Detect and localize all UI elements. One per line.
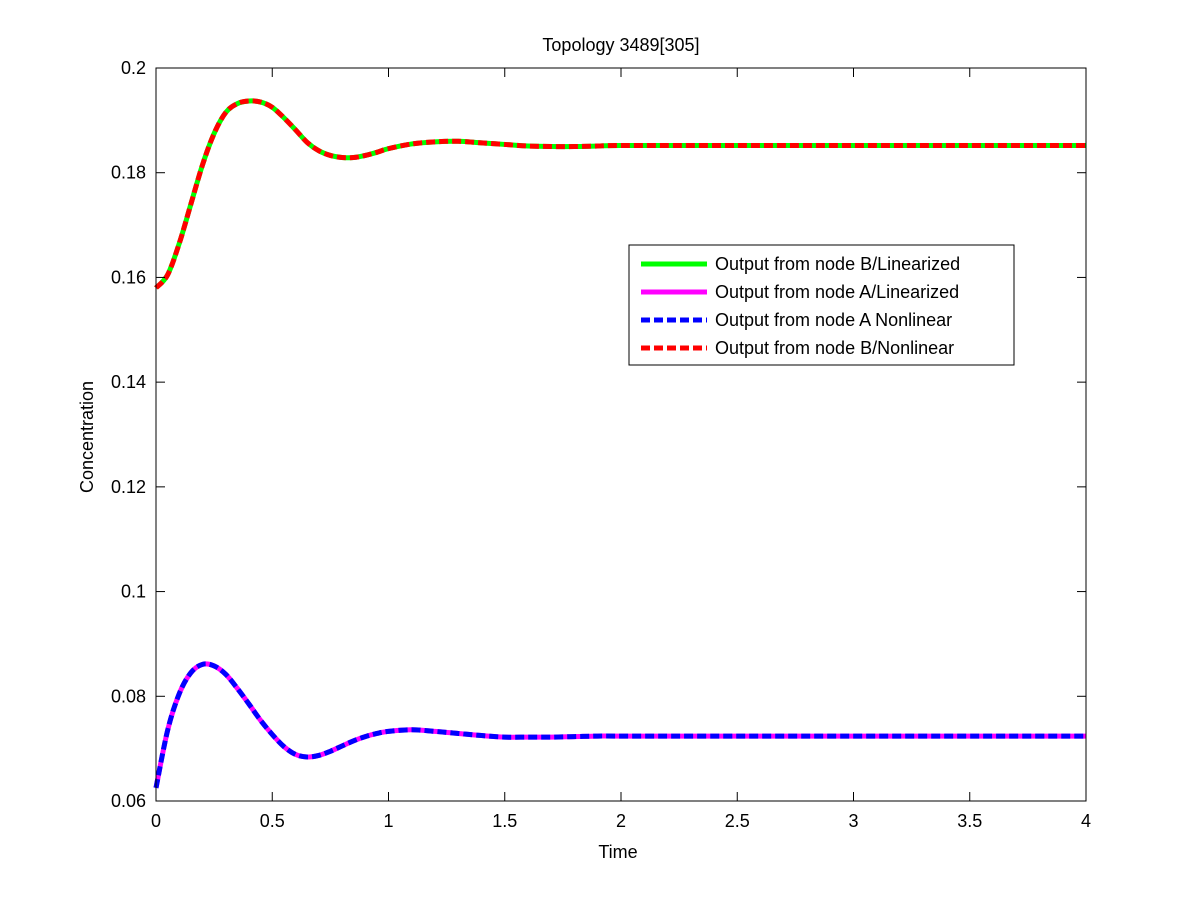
y-tick-label: 0.1 bbox=[121, 582, 146, 602]
plot-area bbox=[156, 68, 1086, 801]
chart-title: Topology 3489[305] bbox=[542, 35, 699, 55]
x-tick-label: 2 bbox=[616, 811, 626, 831]
y-tick-label: 0.08 bbox=[111, 686, 146, 706]
x-tick-label: 4 bbox=[1081, 811, 1091, 831]
tick-layer: 0 0.5 1 1.5 2 2.5 3 3.5 4 0.06 0.08 0.1 0.12 0.14 0.16… bbox=[111, 58, 1091, 831]
series-layer bbox=[153, 98, 1086, 789]
x-tick-label: 1.5 bbox=[492, 811, 517, 831]
series-line-3 bbox=[153, 661, 1086, 789]
x-tick-label: 1 bbox=[383, 811, 393, 831]
legend-label-2: Output from node A/Linearized bbox=[715, 282, 959, 302]
legend-label-4: Output from node B/Nonlinear bbox=[715, 338, 954, 358]
legend-items: Output from node B/Linearized Output from… bbox=[641, 254, 960, 358]
y-tick-label: 0.06 bbox=[111, 791, 146, 811]
y-tick-label: 0.18 bbox=[111, 163, 146, 183]
y-axis-title: Concentration bbox=[77, 381, 97, 493]
legend-label-1: Output from node B/Linearized bbox=[715, 254, 960, 274]
x-tick-label: 0 bbox=[151, 811, 161, 831]
x-tick-label: 3 bbox=[848, 811, 858, 831]
x-tick-label: 2.5 bbox=[725, 811, 750, 831]
series-line-4 bbox=[154, 98, 1086, 290]
x-axis-title: Time bbox=[598, 842, 637, 862]
plot-frame bbox=[155, 67, 1087, 802]
x-tick-label: 0.5 bbox=[260, 811, 285, 831]
y-tick-label: 0.12 bbox=[111, 477, 146, 497]
y-tick-label: 0.2 bbox=[121, 58, 146, 78]
legend-label-3: Output from node A Nonlinear bbox=[715, 310, 952, 330]
legend: Output from node B/Linearized Output from… bbox=[628, 244, 1015, 366]
x-tick-label: 3.5 bbox=[957, 811, 982, 831]
y-tick-label: 0.14 bbox=[111, 372, 146, 392]
y-tick-label: 0.16 bbox=[111, 267, 146, 287]
